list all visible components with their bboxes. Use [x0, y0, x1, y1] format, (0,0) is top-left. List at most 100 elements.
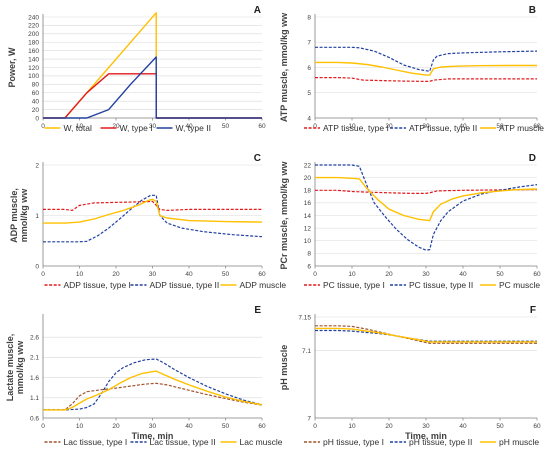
y-tick-label: 12 — [304, 225, 312, 232]
legend-entry: pH muscle — [499, 437, 539, 447]
panel-letter: B — [529, 5, 536, 16]
legend-entry: pH tissue, type I — [323, 437, 384, 447]
panel-b: 4 5 6 7 8 0 10 20 30 40 50 60 B ATP muscle, mmol/kg w… — [279, 5, 544, 133]
panel-letter: A — [254, 5, 261, 16]
x-tick-label: 0 — [313, 271, 317, 278]
y-tick-label: 6 — [307, 263, 311, 270]
y-axis-label: Lactate muscle,mmol/kg ww — [5, 334, 25, 402]
y-tick-label: 2 — [35, 162, 39, 169]
x-tick-label: 30 — [422, 123, 430, 130]
x-tick-label: 10 — [76, 423, 84, 430]
series-line-ph-muscle — [315, 327, 537, 343]
series-line-atp-tissue-type-i — [315, 77, 537, 82]
y-tick-label: 100 — [28, 73, 39, 80]
x-tick-label: 30 — [149, 123, 157, 130]
x-tick-label: 0 — [41, 123, 45, 130]
x-tick-label: 20 — [385, 123, 393, 130]
y-tick-label: 20 — [32, 107, 40, 114]
y-tick-label: 1.1 — [30, 395, 39, 402]
y-tick-label: 0 — [35, 263, 39, 270]
x-tick-label: 10 — [76, 271, 84, 278]
x-tick-label: 60 — [258, 123, 266, 130]
panel-letter: C — [254, 153, 261, 164]
y-tick-label: 240 — [28, 14, 39, 21]
series-line-lac-tissue-type-i — [43, 382, 263, 411]
panel-letter: D — [529, 153, 536, 164]
x-axis-label: Time, min — [132, 431, 174, 441]
y-tick-label: 2.1 — [30, 355, 39, 362]
y-tick-label: 220 — [28, 23, 39, 30]
y-tick-label: 40 — [32, 98, 40, 105]
x-tick-label: 60 — [533, 123, 541, 130]
legend-entry: Lac tissue, type II — [150, 437, 216, 447]
legend-entry: W, total — [64, 123, 92, 133]
x-tick-label: 50 — [222, 423, 230, 430]
y-tick-label: 180 — [28, 40, 39, 47]
x-tick-label: 40 — [459, 423, 467, 430]
legend-entry: Lac tissue, type I — [64, 437, 128, 447]
panel-d: 6 8 10 12 14 16 18 20 22 0 10 20 30 40 50 60 D PCr muscle… — [279, 153, 541, 290]
x-tick-label: 20 — [385, 271, 393, 278]
y-tick-label: 22 — [304, 162, 312, 169]
legend-entry: Lac muscle — [240, 437, 283, 447]
panel-e: 0.6 1.1 1.6 2.1 2.6 0 10 20 30 40 50 60 E Lactate mus… — [5, 305, 283, 447]
legend-entry: PC muscle — [499, 280, 540, 290]
x-tick-label: 50 — [496, 123, 504, 130]
x-tick-label: 20 — [112, 271, 120, 278]
y-tick-label: 5 — [307, 90, 311, 97]
x-tick-label: 50 — [222, 123, 230, 130]
x-tick-label: 60 — [533, 271, 541, 278]
series-line-adp-tissue-type-ii — [43, 194, 263, 243]
y-tick-label: 6 — [307, 65, 311, 72]
series-line-pc-tissue-type-i — [315, 189, 538, 194]
y-tick-label: 140 — [28, 56, 39, 63]
legend-entry: W, type I — [120, 123, 153, 133]
series-line-adp-muscle — [43, 198, 263, 224]
y-tick-label: 10 — [304, 238, 312, 245]
y-tick-label: 7 — [307, 415, 311, 422]
y-axis-label: PCr muscle, mmol/kg ww — [279, 160, 289, 269]
y-tick-label: 1.6 — [30, 375, 39, 382]
y-tick-label: 4 — [307, 115, 311, 122]
y-axis-label: Power, W — [7, 47, 17, 88]
x-tick-label: 10 — [76, 123, 84, 130]
y-axis-label: ATP muscle, mmol/kg ww — [279, 12, 289, 122]
series-line-lac-muscle — [43, 370, 263, 411]
x-tick-label: 10 — [348, 271, 356, 278]
x-tick-label: 0 — [41, 423, 45, 430]
y-tick-label: 80 — [32, 82, 40, 89]
y-axis-label: ADP muscle,mmol/kg ww — [9, 188, 29, 243]
legend-entry: ADP tissue, type II — [150, 280, 220, 290]
x-tick-label: 0 — [313, 123, 317, 130]
y-tick-label: 7 — [307, 40, 311, 47]
x-tick-label: 40 — [185, 423, 193, 430]
x-tick-label: 60 — [533, 423, 541, 430]
x-tick-label: 20 — [112, 123, 120, 130]
x-tick-label: 60 — [258, 423, 266, 430]
x-tick-label: 40 — [185, 271, 193, 278]
y-tick-label: 2.6 — [30, 335, 39, 342]
series-line-pc-muscle — [315, 176, 538, 222]
series-line-lac-tissue-type-ii — [43, 358, 263, 411]
y-tick-label: 1 — [35, 213, 39, 220]
x-tick-label: 30 — [149, 423, 157, 430]
x-tick-label: 30 — [422, 423, 430, 430]
y-tick-label: 60 — [32, 90, 40, 97]
y-tick-label: 14 — [304, 213, 312, 220]
y-tick-label: 16 — [304, 200, 312, 207]
x-tick-label: 30 — [422, 271, 430, 278]
legend-entry: PC tissue, type I — [323, 280, 385, 290]
x-tick-label: 40 — [185, 123, 193, 130]
x-tick-label: 40 — [459, 271, 467, 278]
x-tick-label: 50 — [496, 271, 504, 278]
y-tick-label: 0.6 — [30, 415, 39, 422]
x-tick-label: 10 — [348, 123, 356, 130]
legend-entry: ATP tissue, type II — [409, 123, 477, 133]
legend-entry: ATP muscle — [499, 123, 544, 133]
y-tick-label: 0 — [35, 115, 39, 122]
y-tick-label: 20 — [304, 175, 312, 182]
x-tick-label: 0 — [41, 271, 45, 278]
